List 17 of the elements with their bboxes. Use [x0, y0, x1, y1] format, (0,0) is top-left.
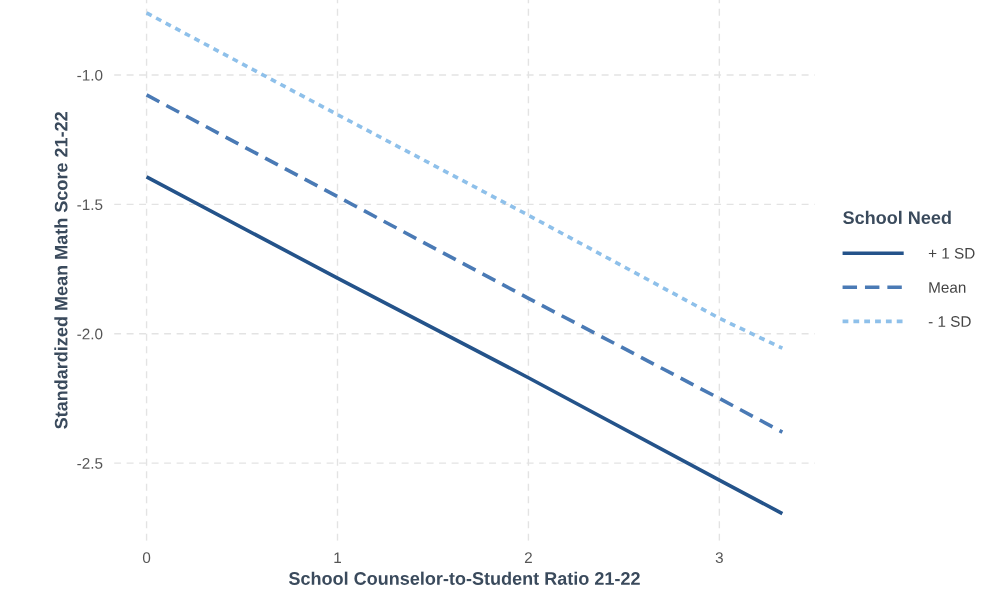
legend-title: School Need: [843, 210, 951, 225]
y-tick-label: -1.5: [77, 199, 103, 211]
x-axis-title: School Counselor-to-Student Ratio 21-22: [288, 571, 640, 585]
line-series: [144, 175, 785, 516]
y-axis-title: Standardized Mean Math Score 21-22: [54, 112, 68, 429]
legend-label: Mean: [929, 282, 966, 293]
y-tick-label: -1.0: [77, 69, 103, 81]
x-tick-label: 1: [334, 552, 341, 563]
legend-label: - 1 SD: [928, 316, 971, 327]
x-tick-label: 3: [715, 552, 723, 564]
line-series: [144, 11, 785, 351]
y-tick-label: -2.5: [77, 457, 103, 469]
legend-label: + 1 SD: [928, 247, 975, 259]
y-tick-label: -2.0: [77, 328, 103, 340]
x-tick-label: 0: [142, 552, 151, 564]
x-tick-label: 2: [524, 552, 532, 563]
line-series: [144, 93, 785, 434]
